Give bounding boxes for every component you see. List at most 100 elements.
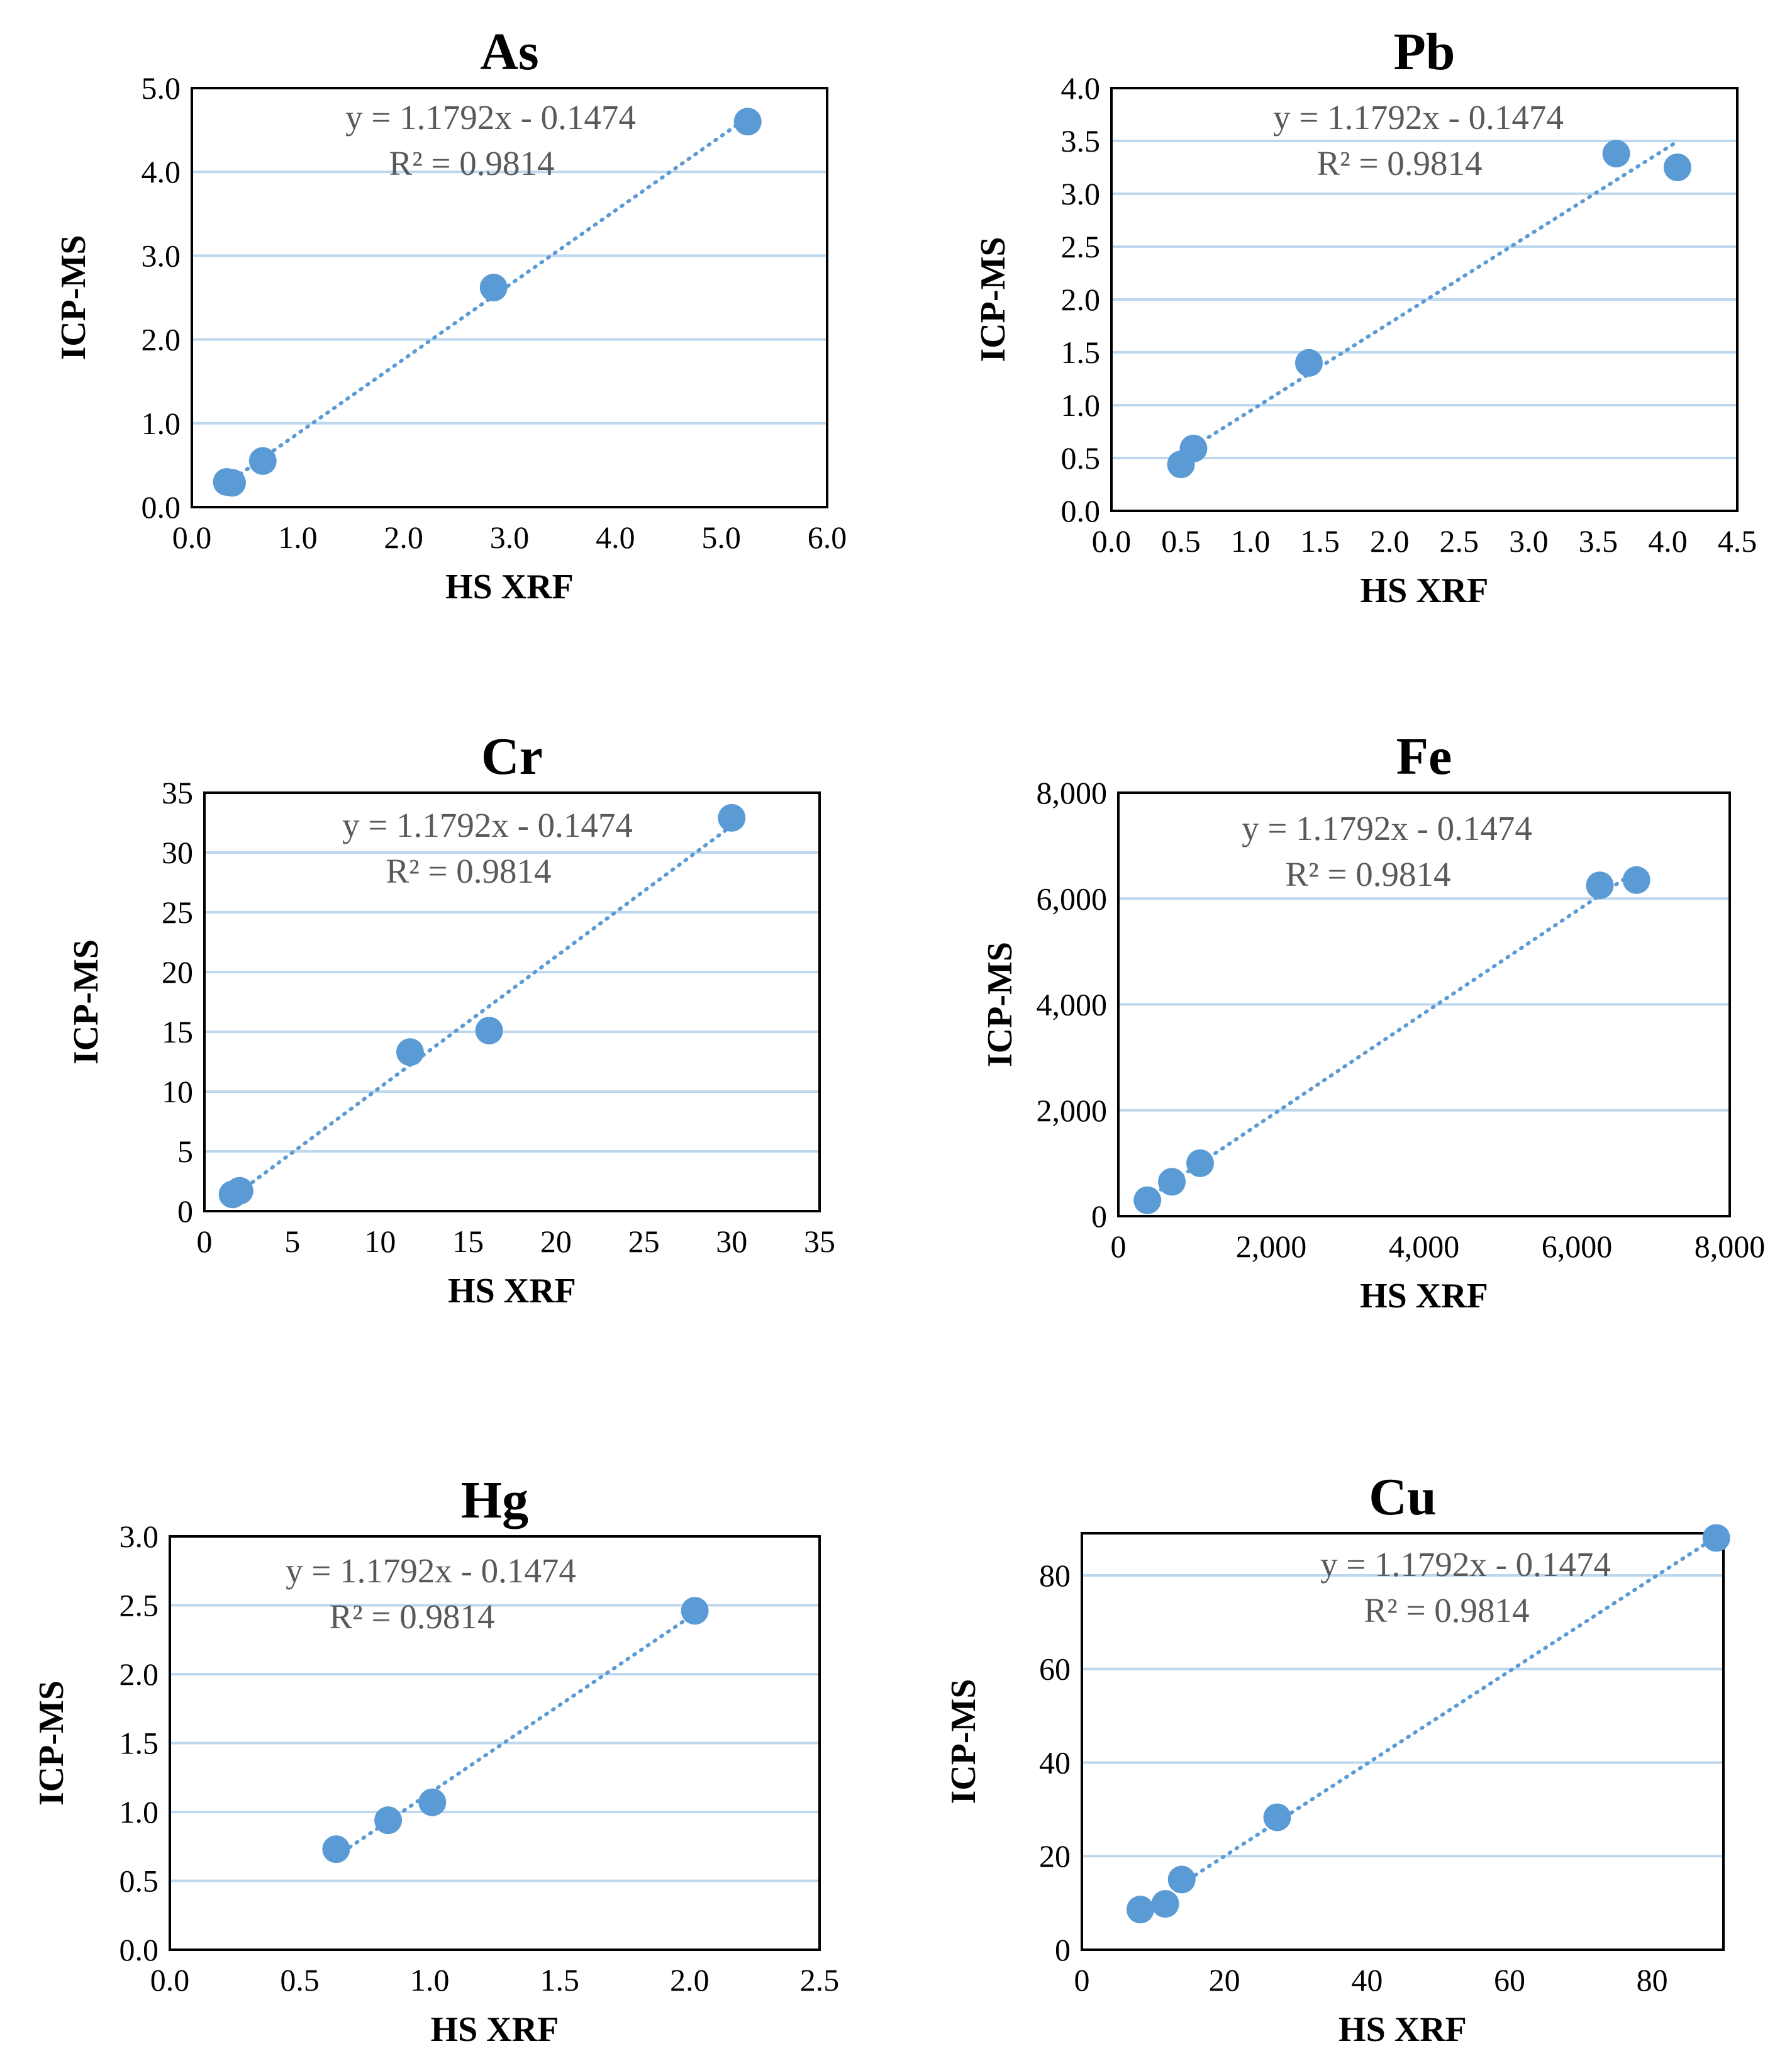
- y-tick-label: 0: [1091, 1199, 1107, 1234]
- x-tick-label: 4.0: [596, 520, 635, 555]
- x-tick-label: 8,000: [1695, 1229, 1766, 1264]
- y-tick-label: 80: [1039, 1558, 1071, 1593]
- data-point: [681, 1597, 709, 1625]
- trendline: [225, 115, 750, 486]
- data-point: [1294, 349, 1323, 377]
- trendline-equation: y = 1.1792x - 0.1474: [1273, 98, 1564, 137]
- data-point: [1151, 1890, 1179, 1918]
- data-point: [1586, 871, 1614, 900]
- x-axis-label: HS XRF: [1338, 2010, 1467, 2049]
- data-point: [1126, 1896, 1154, 1924]
- x-axis-label: HS XRF: [1360, 1277, 1488, 1316]
- trendline: [230, 824, 734, 1199]
- y-tick-label: 2,000: [1037, 1093, 1108, 1128]
- x-tick-label: 15: [452, 1224, 484, 1259]
- trendline-equation: y = 1.1792x - 0.1474: [342, 806, 633, 844]
- chart-pb: 0.0 0.5 1.0 1.5 2.0 2.5 3.0 3.5 4.0 0.0 0.5 1.0 1.5 2…: [974, 23, 1757, 610]
- trendline-equation: y = 1.1792x - 0.1474: [286, 1551, 576, 1590]
- x-tick-label: 2.0: [1370, 523, 1410, 559]
- data-point: [1622, 866, 1650, 894]
- x-tick-label: 0.0: [1092, 523, 1132, 559]
- trendline: [1145, 869, 1639, 1201]
- y-tick-label: 2.5: [120, 1588, 159, 1623]
- y-tick-label: 20: [162, 954, 193, 990]
- x-tick-label: 30: [716, 1224, 747, 1259]
- x-tick-label: 0: [197, 1224, 213, 1259]
- y-tick-label: 2.0: [120, 1657, 159, 1692]
- y-tick-label: 10: [162, 1074, 193, 1109]
- y-tick-label: 0.5: [120, 1864, 159, 1899]
- data-point: [225, 1177, 253, 1205]
- y-tick-label: 2.0: [142, 322, 181, 357]
- y-tick-label: 40: [1039, 1745, 1071, 1780]
- x-tick-label: 5.0: [701, 520, 741, 555]
- y-tick-label: 1.0: [1061, 388, 1101, 423]
- r-squared-label: R² = 0.9814: [386, 852, 552, 890]
- x-tick-label: 1.0: [1231, 523, 1271, 559]
- data-point: [248, 447, 277, 475]
- x-tick-label: 1.5: [540, 1962, 580, 1998]
- x-tick-label: 3.5: [1579, 523, 1618, 559]
- y-tick-label: 1.5: [1061, 335, 1101, 370]
- x-tick-label: 2.5: [1440, 523, 1479, 559]
- y-axis-label: ICP-MS: [32, 1680, 71, 1806]
- chart-title: As: [480, 23, 538, 81]
- data-point: [396, 1038, 424, 1066]
- trendline-equation: y = 1.1792x - 0.1474: [1320, 1545, 1611, 1584]
- y-tick-label: 3.0: [120, 1519, 159, 1554]
- x-tick-label: 5: [284, 1224, 300, 1259]
- r-squared-label: R² = 0.9814: [1317, 144, 1483, 182]
- plot-area-border: [1110, 87, 1739, 512]
- data-point: [1263, 1803, 1291, 1831]
- y-axis-label: ICP-MS: [67, 939, 106, 1065]
- x-tick-label: 0: [1074, 1962, 1090, 1998]
- x-tick-label: 0: [1111, 1229, 1127, 1264]
- trendline: [1138, 1535, 1718, 1913]
- y-tick-label: 0.5: [1061, 440, 1101, 476]
- x-tick-label: 2.0: [384, 520, 423, 555]
- y-tick-label: 5.0: [142, 70, 181, 106]
- data-point: [374, 1806, 403, 1835]
- y-tick-label: 25: [162, 895, 193, 930]
- x-tick-label: 20: [1209, 1962, 1240, 1998]
- x-tick-label: 1.5: [1300, 523, 1340, 559]
- y-tick-label: 2.0: [1061, 282, 1101, 317]
- x-tick-label: 0.0: [172, 520, 212, 555]
- x-tick-label: 25: [628, 1224, 660, 1259]
- chart-title: Hg: [461, 1471, 528, 1529]
- x-axis-label: HS XRF: [431, 2010, 559, 2049]
- chart-title: Cu: [1369, 1468, 1436, 1526]
- x-tick-label: 1.0: [410, 1962, 450, 1998]
- r-squared-label: R² = 0.9814: [330, 1597, 495, 1636]
- x-tick-label: 4.0: [1648, 523, 1688, 559]
- y-tick-label: 0.0: [142, 489, 181, 525]
- y-tick-label: 2.5: [1061, 229, 1101, 264]
- data-point: [1186, 1149, 1215, 1177]
- x-tick-label: 60: [1494, 1962, 1525, 1998]
- data-point: [418, 1788, 447, 1816]
- y-tick-label: 1.0: [142, 406, 181, 441]
- x-tick-label: 2.0: [670, 1962, 710, 1998]
- x-tick-label: 6,000: [1542, 1229, 1613, 1264]
- chart-cr: 0 5 10 15 20 25 30 35 0 5 10 15 20 25 30 35 Cr HS XRF ICP-…: [67, 727, 835, 1311]
- x-tick-label: 4,000: [1389, 1229, 1460, 1264]
- x-tick-label: 4.5: [1718, 523, 1757, 559]
- data-point: [322, 1835, 350, 1864]
- x-tick-label: 2.5: [800, 1962, 840, 1998]
- x-tick-label: 6.0: [808, 520, 847, 555]
- x-tick-label: 0.5: [1161, 523, 1201, 559]
- chart-title: Pb: [1393, 23, 1455, 81]
- data-point: [1167, 1865, 1196, 1894]
- y-tick-label: 30: [162, 835, 193, 870]
- x-tick-label: 3.0: [1509, 523, 1549, 559]
- x-axis-label: HS XRF: [445, 567, 574, 607]
- y-axis-label: ICP-MS: [944, 1679, 983, 1804]
- r-squared-label: R² = 0.9814: [1286, 855, 1451, 893]
- data-point: [1663, 154, 1691, 181]
- x-tick-label: 3.0: [490, 520, 530, 555]
- y-tick-label: 0: [1055, 1932, 1071, 1967]
- y-tick-label: 3.5: [1061, 123, 1101, 159]
- y-tick-label: 35: [162, 775, 193, 810]
- y-tick-label: 1.0: [120, 1794, 159, 1830]
- x-tick-label: 20: [540, 1224, 572, 1259]
